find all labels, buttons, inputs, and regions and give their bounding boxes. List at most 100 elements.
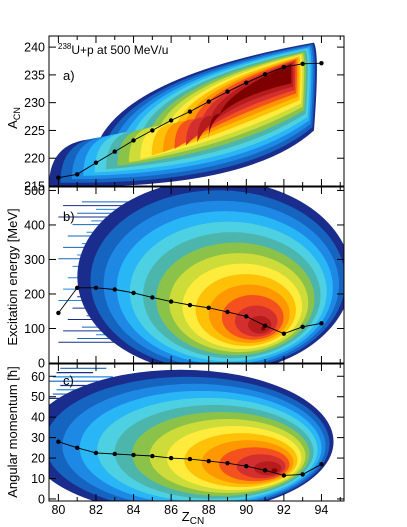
ytick-label-a: 220 <box>24 152 45 166</box>
mean-point-c <box>319 461 324 467</box>
xlabel-sub: CN <box>190 516 204 527</box>
mean-point-c <box>244 464 249 469</box>
mean-point-a <box>262 72 268 77</box>
ylabel-a: ACN <box>5 107 22 129</box>
ytick-label-b: 300 <box>24 253 45 267</box>
panel-c: 0 10 20 30 40 50 60 c) Angular momentum [ħ] 80… <box>5 363 345 527</box>
density-a-band <box>208 63 292 139</box>
mean-point-a <box>112 149 117 154</box>
ytick-label-c: 60 <box>31 370 45 384</box>
panel-label-b: b) <box>63 209 75 224</box>
density-c-band <box>271 468 278 473</box>
mean-point-c <box>206 458 211 464</box>
mean-point-b <box>112 287 117 292</box>
ytick-label-c: 0 <box>38 492 45 506</box>
mean-point-a <box>93 160 99 165</box>
xtick-label: 80 <box>51 503 65 517</box>
annotation-superscript: 238 <box>58 42 72 51</box>
ytick-label-a: 230 <box>24 96 45 110</box>
mean-point-c <box>281 473 287 478</box>
mean-point-a <box>131 138 136 143</box>
mean-point-a <box>74 172 80 177</box>
ytick-label-a: 225 <box>24 124 45 138</box>
mean-point-a <box>150 128 155 133</box>
mean-series-a <box>56 61 324 180</box>
xtick-label: 94 <box>314 503 328 517</box>
mean-point-b <box>206 305 211 310</box>
mean-point-b <box>74 285 80 290</box>
mean-point-c <box>168 455 174 461</box>
ticks-a: 215 220 225 230 235 240 <box>24 36 344 194</box>
mean-point-a <box>281 64 287 70</box>
mean-point-c <box>93 450 99 456</box>
mean-point-b <box>93 285 99 290</box>
mean-point-a <box>168 118 174 123</box>
mean-point-b <box>281 331 287 336</box>
mean-point-a <box>300 61 305 66</box>
panel-a: 215 220 225 230 235 240 a) 238U+p at 500 MeV/… <box>5 35 345 194</box>
panel-b: 0 100 200 300 400 500 b) Excitation energy [M… <box>5 184 345 371</box>
density-map-c <box>49 367 334 501</box>
xlabel: ZCN <box>182 509 204 527</box>
mean-point-b <box>131 290 136 296</box>
mean-point-c <box>150 453 155 459</box>
mean-point-c <box>74 445 80 451</box>
ytick-label-c: 50 <box>31 390 45 404</box>
mean-series-b <box>56 285 324 336</box>
xlabel-main: Z <box>182 509 190 524</box>
density-map-b <box>58 187 344 363</box>
xtick-label: 90 <box>239 503 253 517</box>
mean-point-b <box>187 302 193 308</box>
mean-point-b <box>244 314 249 319</box>
frame-c <box>48 363 345 502</box>
mean-point-c <box>112 451 117 457</box>
ytick-label-c: 10 <box>31 472 45 486</box>
ytick-label-b: 500 <box>24 184 45 198</box>
mean-point-b <box>300 324 305 329</box>
mean-point-b <box>56 310 61 316</box>
x-ticks: 80 82 84 86 88 90 92 94 <box>51 503 328 517</box>
xtick-label: 84 <box>127 503 141 517</box>
xtick-label: 82 <box>89 503 103 517</box>
mean-point-b <box>150 295 155 300</box>
ytick-label-c: 20 <box>31 452 45 466</box>
mean-point-a <box>225 89 230 94</box>
mean-point-c <box>187 456 193 462</box>
frame-b <box>48 186 345 364</box>
xtick-label: 88 <box>202 503 216 517</box>
ylabel-a-sub: CN <box>12 107 22 120</box>
ytick-label-b: 200 <box>24 287 45 301</box>
ytick-label-b: 400 <box>24 218 45 232</box>
mean-point-b <box>262 323 268 328</box>
mean-point-c <box>131 452 136 458</box>
mean-point-a <box>56 175 61 180</box>
xtick-label: 92 <box>277 503 291 517</box>
mean-point-c <box>225 460 230 466</box>
xtick-label: 86 <box>164 503 178 517</box>
mean-series-c <box>56 439 324 478</box>
ylabel-b: Excitation energy [MeV] <box>5 208 20 345</box>
ytick-label-a: 240 <box>24 41 45 55</box>
ytick-label-a: 215 <box>24 180 45 194</box>
mean-point-b <box>225 309 230 315</box>
ytick-label-b: 0 <box>38 357 45 371</box>
ytick-label-c: 40 <box>31 411 45 425</box>
ticks-b: 0 100 200 300 400 500 <box>24 184 344 371</box>
mean-point-a <box>244 80 249 85</box>
annotation-a: 238U+p at 500 MeV/u <box>58 42 168 57</box>
mean-point-b <box>168 299 174 304</box>
panel-label-c: c) <box>63 373 74 388</box>
mean-point-c <box>56 439 61 444</box>
ytick-label-a: 235 <box>24 68 45 82</box>
panel-label-a: a) <box>63 68 75 83</box>
mean-point-a <box>319 61 324 66</box>
mean-point-c <box>300 472 305 477</box>
mean-point-a <box>206 99 211 104</box>
ytick-label-c: 30 <box>31 431 45 445</box>
mean-point-a <box>187 109 193 114</box>
mean-point-c <box>262 468 268 473</box>
ytick-label-b: 100 <box>24 322 45 336</box>
annotation-text: U+p at 500 MeV/u <box>71 43 168 57</box>
ylabel-c: Angular momentum [ħ] <box>5 366 20 498</box>
